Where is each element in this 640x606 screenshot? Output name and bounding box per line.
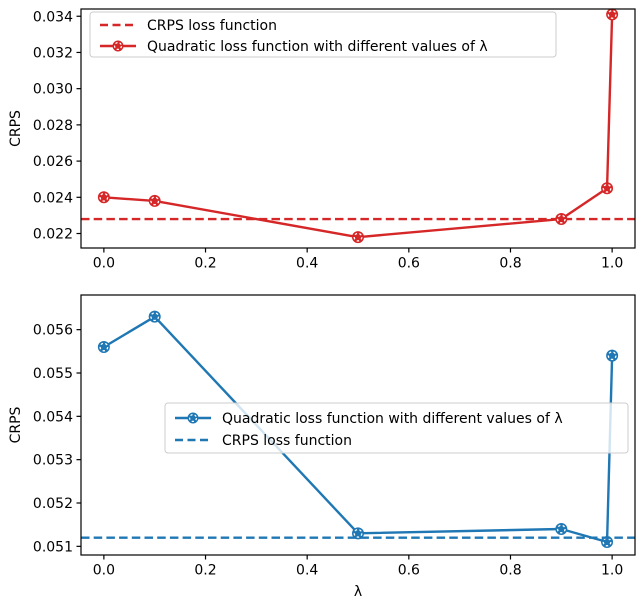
- legend-marker-sample-ring: [113, 41, 122, 50]
- y-axis-label: CRPS: [8, 110, 24, 147]
- x-tick-label: 0.2: [194, 256, 216, 272]
- x-tick-label: 0.4: [296, 563, 318, 579]
- x-tick-label: 0.6: [398, 563, 420, 579]
- y-tick-label: 0.030: [33, 82, 73, 98]
- x-tick-label: 1.0: [601, 563, 623, 579]
- bottom-subplot: 0.0 0.2 0.4 0.6 0.8 1.0 0.051 0.052 0.053 0.054 0.…: [8, 294, 636, 600]
- y-tick-label: 0.055: [33, 366, 73, 382]
- y-tick-label: 0.026: [33, 154, 73, 170]
- data-point-marker-inner-ring: [556, 214, 566, 224]
- legend-label: CRPS loss function: [222, 433, 352, 449]
- data-point-marker-inner-ring: [607, 9, 617, 19]
- data-point-marker-inner-ring: [607, 351, 617, 361]
- data-point-marker-inner-ring: [150, 312, 160, 322]
- legend-label: Quadratic loss function with different v…: [147, 39, 488, 55]
- data-point-marker-inner-ring: [602, 183, 612, 193]
- x-tick-label: 1.0: [601, 256, 623, 272]
- data-point-marker-inner-ring: [150, 196, 160, 206]
- bottom-legend: Quadratic loss function with different v…: [164, 402, 629, 454]
- data-point-marker-inner-ring: [353, 232, 363, 242]
- y-tick-label: 0.024: [33, 190, 73, 206]
- legend-box: [164, 402, 629, 454]
- y-tick-label: 0.032: [33, 45, 73, 61]
- y-tick-label: 0.022: [33, 227, 73, 243]
- quadratic-loss-line: [103, 315, 614, 544]
- legend-label: Quadratic loss function with different v…: [222, 411, 563, 427]
- top-legend: CRPS loss function Quadratic loss functio…: [89, 11, 557, 58]
- x-tick-label: 0.0: [93, 563, 115, 579]
- data-point-marker-inner-ring: [602, 537, 612, 547]
- x-tick-label: 0.4: [296, 256, 318, 272]
- x-axis-label: λ: [354, 584, 362, 600]
- legend-label: CRPS loss function: [147, 18, 277, 34]
- y-tick-label: 0.051: [33, 539, 73, 555]
- x-tick-label: 0.6: [398, 256, 420, 272]
- y-tick-label: 0.028: [33, 118, 73, 134]
- y-tick-label: 0.034: [33, 9, 73, 25]
- legend-box: [89, 11, 557, 58]
- x-tick-label: 0.8: [499, 256, 521, 272]
- y-tick-label: 0.053: [33, 453, 73, 469]
- x-tick-label: 0.2: [194, 563, 216, 579]
- x-tick-label: 0.0: [93, 256, 115, 272]
- y-axis-label: CRPS: [8, 406, 24, 443]
- x-tick-label: 0.8: [499, 563, 521, 579]
- y-tick-label: 0.056: [33, 323, 73, 339]
- data-point-marker-inner-ring: [556, 524, 566, 534]
- axes-spines: [80, 294, 636, 556]
- y-tick-label: 0.052: [33, 496, 73, 512]
- quadratic-loss-line: [103, 14, 614, 239]
- top-subplot: 0.0 0.2 0.4 0.6 0.8 1.0 0.022 0.024 0.026 0.028 0.…: [8, 8, 636, 272]
- legend-marker-sample-ring: [189, 414, 198, 423]
- axes-spines: [80, 8, 636, 249]
- data-point-marker-inner-ring: [99, 342, 109, 352]
- data-point-marker-inner-ring: [353, 528, 363, 538]
- data-point-marker-inner-ring: [99, 192, 109, 202]
- y-tick-label: 0.054: [33, 409, 73, 425]
